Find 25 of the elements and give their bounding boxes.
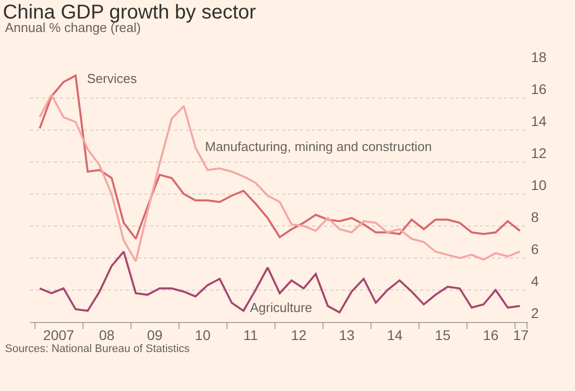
x-tick-label: 13 [338,326,355,343]
y-tick-label: 16 [531,80,547,97]
y-tick-label: 14 [531,112,547,129]
y-tick-label: 2 [531,304,539,321]
x-tick-label: 11 [243,326,258,343]
y-tick-label: 6 [531,240,539,257]
y-tick-label: 10 [531,176,547,193]
y-tick-label: 4 [531,272,539,289]
y-tick-label: 18 [531,48,547,65]
x-tick-label: 16 [483,326,499,343]
x-tick-label: 09 [146,326,163,343]
series-label: Services [87,71,138,86]
x-tick-label: 10 [194,326,211,343]
series-label: Manufacturing, mining and construction [205,139,432,154]
y-tick-label: 8 [531,208,539,225]
y-tick-label: 12 [531,144,547,161]
x-tick-label: 14 [386,326,403,343]
x-tick-label: 15 [434,326,451,343]
x-tick-label: 12 [290,326,307,343]
x-tick-label: 2007 [43,326,74,343]
chart-title: China GDP growth by sector [2,2,256,24]
source-note: Sources: National Bureau of Statistics [5,343,190,355]
x-tick-label: 08 [98,326,115,343]
series-label: Agriculture [250,300,312,315]
x-tick-label: 17 [513,326,529,343]
